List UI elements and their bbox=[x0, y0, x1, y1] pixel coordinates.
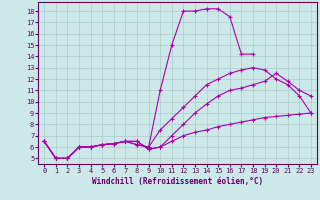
X-axis label: Windchill (Refroidissement éolien,°C): Windchill (Refroidissement éolien,°C) bbox=[92, 177, 263, 186]
